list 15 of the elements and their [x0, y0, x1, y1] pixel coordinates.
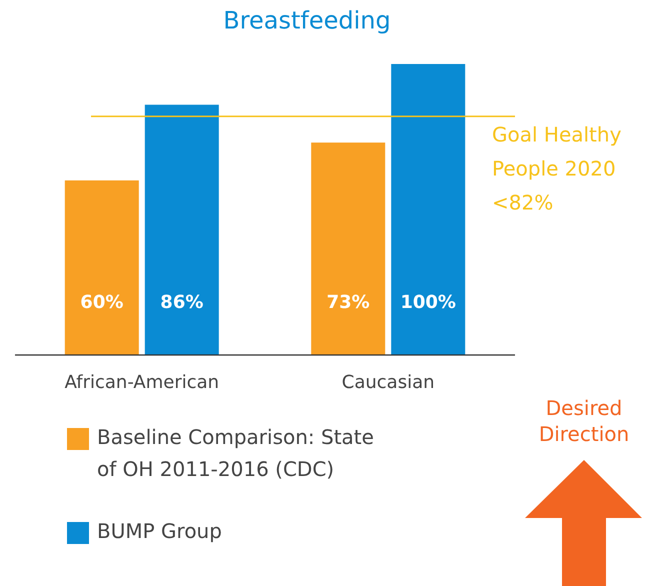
- legend-label: Baseline Comparison: State of OH 2011-2016 (CDC): [97, 425, 374, 482]
- data-label: 100%: [400, 292, 456, 313]
- legend-label: BUMP Group: [97, 519, 222, 544]
- ref-line-label: Goal Healthy People 2020 <82%: [492, 122, 622, 215]
- bar: [144, 104, 219, 355]
- x-tick-label: Caucasian: [342, 372, 435, 393]
- bar: [311, 142, 386, 355]
- data-label: 60%: [80, 292, 124, 313]
- chart-title: Breastfeeding: [223, 6, 391, 35]
- bar: [64, 180, 139, 355]
- data-label: 86%: [160, 292, 204, 313]
- bar: [391, 64, 466, 355]
- text: Desired Direction: [538, 396, 630, 446]
- x-tick-label: African-American: [64, 372, 220, 393]
- data-label: 73%: [326, 292, 370, 313]
